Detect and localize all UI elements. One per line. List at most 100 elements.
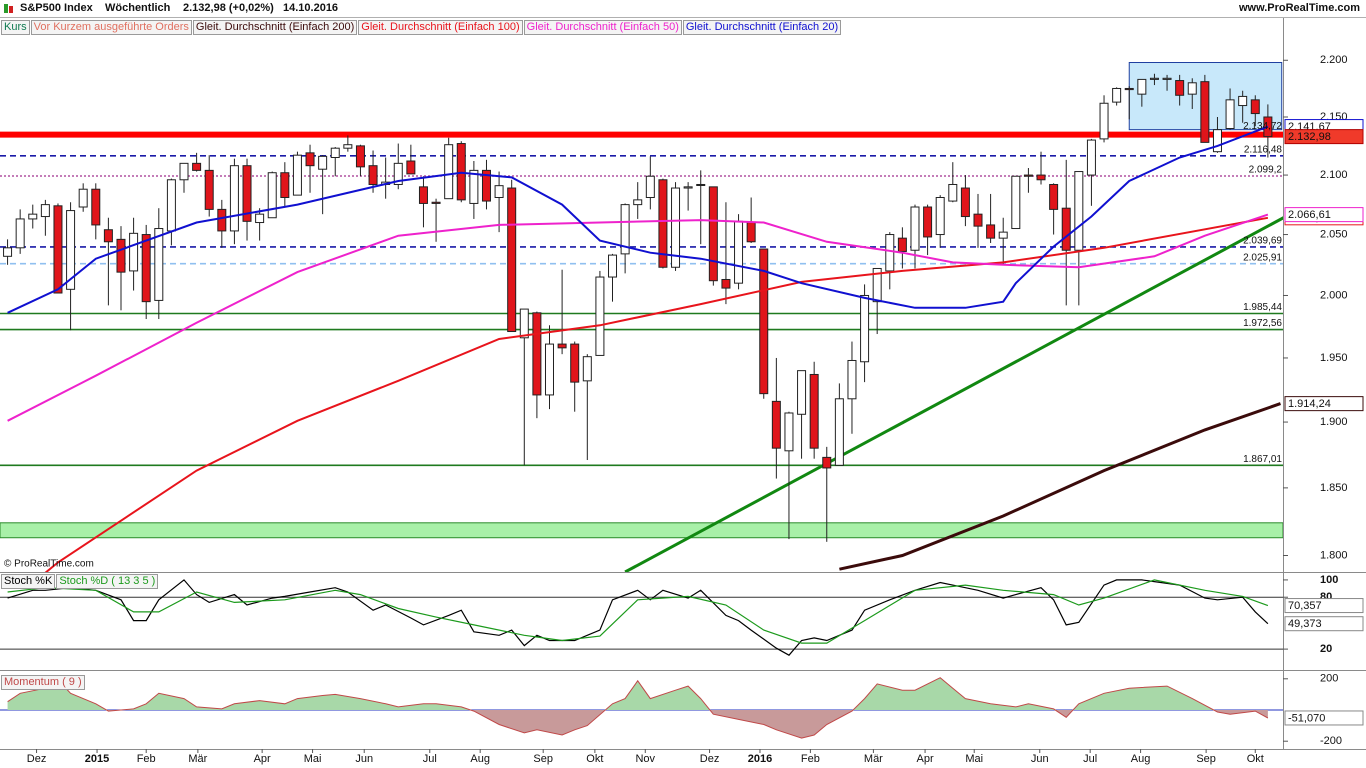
legend-entry[interactable]: Momentum ( 9 ) <box>1 675 85 690</box>
candle-body <box>973 213 983 227</box>
candle-body <box>393 162 403 185</box>
trendline <box>624 216 1283 572</box>
y-tick-label: 1.950 <box>1320 352 1348 364</box>
candle-body <box>923 206 933 238</box>
x-tick-label: Aug <box>470 753 490 765</box>
legend-entry[interactable]: Vor Kurzem ausgeführte Orders <box>30 20 192 35</box>
level-label: 2.025,91 <box>1243 252 1282 263</box>
legend-entry[interactable]: Stoch %D ( 13 3 5 ) <box>56 574 159 589</box>
stoch-plot <box>0 579 1283 656</box>
watermark: © ProRealTime.com <box>4 559 94 570</box>
y-tick-label: -200 <box>1320 735 1342 747</box>
x-tick-label: Sep <box>533 753 553 765</box>
x-tick-label: Mai <box>304 753 322 765</box>
candle-body <box>1036 174 1046 181</box>
candle-body <box>318 155 328 170</box>
candle-body <box>759 248 769 395</box>
candle-body <box>658 179 668 268</box>
x-tick-label: Jun <box>1031 753 1049 765</box>
y-tick-label: 1.850 <box>1320 482 1348 494</box>
x-tick-label: Jun <box>355 753 373 765</box>
candle-body <box>305 152 315 167</box>
momentum-area-positive <box>7 677 1268 710</box>
candle-body <box>129 232 139 272</box>
candle-body <box>1162 77 1172 80</box>
candle-body <box>40 204 50 218</box>
x-tick-label: Jul <box>1083 753 1097 765</box>
candle-body <box>998 231 1008 239</box>
y-tick-label: 2.050 <box>1320 228 1348 240</box>
legend-entry[interactable]: Gleit. Durchschnitt (Einfach 100) <box>358 20 523 35</box>
value-label: 70,357 <box>1288 600 1322 612</box>
level-label: 1.985,44 <box>1243 302 1282 313</box>
candle-body <box>494 185 504 198</box>
candle-body <box>847 359 857 400</box>
candle-body <box>406 160 416 175</box>
candle-body <box>481 169 491 202</box>
level-label: 2.039,69 <box>1243 236 1282 247</box>
last-quote: 2.132,98 (+0,02%) <box>183 2 274 14</box>
legend-entry[interactable]: Kurs <box>1 20 30 35</box>
candle-body <box>1187 82 1197 95</box>
legend: Momentum ( 9 ) <box>1 675 85 690</box>
candle-body <box>683 186 693 189</box>
value-label-box <box>1284 207 1364 223</box>
candle-body <box>860 294 870 363</box>
candle-body <box>960 187 970 218</box>
candle-body <box>582 356 592 382</box>
legend-entry[interactable]: Gleit. Durchschnitt (Einfach 200) <box>192 20 358 35</box>
legend-entry[interactable]: Gleit. Durchschnitt (Einfach 50) <box>523 20 682 35</box>
chart-title: S&P500 Index <box>20 2 93 14</box>
x-tick-label: Mai <box>965 753 983 765</box>
x-tick-label: Okt <box>1247 753 1264 765</box>
candle-body <box>885 234 895 272</box>
legend-entry[interactable]: Gleit. Durchschnitt (Einfach 20) <box>682 20 842 35</box>
candle-body <box>1200 81 1210 143</box>
candle-body <box>1238 95 1248 107</box>
candle-body <box>368 165 378 185</box>
x-tick-label: Sep <box>1196 753 1216 765</box>
date: 14.10.2016 <box>283 2 339 14</box>
icon <box>4 4 8 13</box>
value-label-box <box>1284 396 1364 412</box>
value-label: 2.066,61 <box>1288 209 1331 221</box>
candle-body <box>1124 87 1134 91</box>
x-tick-label: Mär <box>188 753 207 765</box>
candle-body <box>330 147 340 159</box>
zone <box>0 522 1283 539</box>
level-label: 2.116,48 <box>1244 144 1283 155</box>
candle-body <box>608 254 618 278</box>
candle-body <box>1099 102 1109 140</box>
candle-body <box>708 186 718 282</box>
x-tick-label: Feb <box>801 753 820 765</box>
y-tick-label: 1.900 <box>1320 416 1348 428</box>
level-label: 2.099,2 <box>1249 165 1283 176</box>
candle-body <box>280 172 290 198</box>
value-label: -51,070 <box>1288 712 1325 724</box>
momentum-plot <box>0 677 1283 739</box>
candle-body <box>28 213 38 220</box>
candle-body <box>267 172 277 219</box>
candle-body <box>986 224 996 239</box>
y-tick-label: 1.800 <box>1320 549 1348 561</box>
candle-body <box>255 213 265 224</box>
legend-entry[interactable]: Stoch %K <box>1 574 56 589</box>
candle-body <box>633 199 643 206</box>
level-label: 2.134,72 <box>1243 121 1282 132</box>
candle-body <box>645 175 655 198</box>
value-label: 49,373 <box>1288 618 1322 630</box>
candle-body <box>141 234 151 303</box>
candle-body <box>507 187 517 333</box>
candle-body <box>179 162 189 181</box>
value-label-box <box>1284 710 1364 726</box>
candle-body <box>1137 78 1147 95</box>
candle-body <box>1074 171 1084 251</box>
candle-body <box>116 238 126 273</box>
candle-body <box>166 179 176 232</box>
candle-body <box>355 145 365 168</box>
candle-body <box>872 267 882 303</box>
candle-body <box>544 343 554 396</box>
candle-body <box>1149 77 1159 80</box>
candle-body <box>784 412 794 452</box>
